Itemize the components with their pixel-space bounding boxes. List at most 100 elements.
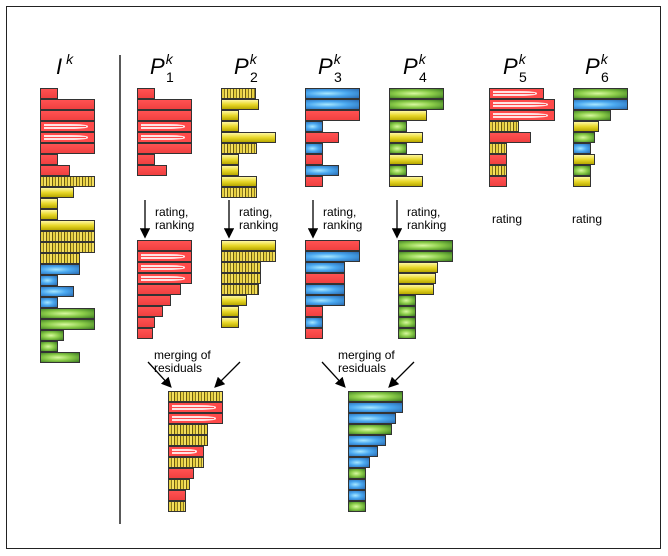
bar-segment <box>305 295 345 306</box>
bar-segment <box>348 457 370 468</box>
bar-segment <box>168 435 208 446</box>
bar-segment <box>221 110 239 121</box>
bar-segment <box>489 165 507 176</box>
bar-segment <box>40 220 95 231</box>
arrow-merge-left-2 <box>214 361 241 388</box>
bar-segment <box>137 295 171 306</box>
bar-segment <box>221 240 276 251</box>
bar-segment <box>389 132 423 143</box>
bar-segment <box>137 143 192 154</box>
bar-segment <box>305 306 323 317</box>
bar-segment <box>168 413 223 424</box>
bar-segment <box>305 132 339 143</box>
diagram-frame <box>6 6 661 549</box>
bar-segment <box>348 435 386 446</box>
bar-segment <box>221 121 239 132</box>
bar-segment <box>489 154 507 165</box>
bar-segment <box>168 402 223 413</box>
bar-segment <box>137 251 192 262</box>
bar-segment <box>40 121 95 132</box>
bar-segment <box>348 446 378 457</box>
bar-segment <box>348 413 396 424</box>
bar-segment <box>137 317 155 328</box>
label-P6: Pk 6 <box>585 51 609 85</box>
bar-segment <box>489 132 531 143</box>
bar-segment <box>221 88 256 99</box>
bar-segment <box>137 328 153 339</box>
bar-segment <box>40 110 95 121</box>
bar-segment <box>40 143 95 154</box>
bar-segment <box>389 110 427 121</box>
bar-segment <box>305 317 323 328</box>
bar-segment <box>398 295 416 306</box>
arrow-merge-right-2 <box>388 361 415 388</box>
bar-segment <box>221 165 239 176</box>
bar-segment <box>305 273 345 284</box>
bar-segment <box>40 99 95 110</box>
note-rating-ranking-4: rating, ranking <box>407 205 447 232</box>
bar-segment <box>348 490 366 501</box>
bar-segment <box>398 328 416 339</box>
bar-segment <box>305 328 323 339</box>
note-rating-6: rating <box>572 212 603 226</box>
bar-segment <box>489 121 519 132</box>
bar-segment <box>221 284 259 295</box>
bar-segment <box>221 295 247 306</box>
bar-segment <box>137 121 192 132</box>
bar-segment <box>221 251 276 262</box>
bar-segment <box>221 143 257 154</box>
bar-segment <box>40 132 95 143</box>
bar-segment <box>489 99 555 110</box>
bar-segment <box>40 253 80 264</box>
bar-segment <box>221 273 261 284</box>
bar-segment <box>573 165 591 176</box>
bar-segment <box>40 231 95 242</box>
bar-segment <box>398 284 434 295</box>
bar-segment <box>305 251 360 262</box>
bar-segment <box>40 330 64 341</box>
bar-segment <box>168 446 204 457</box>
bar-segment <box>40 154 58 165</box>
bar-segment <box>40 198 58 209</box>
bar-segment <box>305 121 323 132</box>
bar-segment <box>389 154 423 165</box>
bar-segment <box>389 176 423 187</box>
bar-segment <box>305 110 360 121</box>
bar-segment <box>221 99 259 110</box>
bar-segment <box>221 187 257 198</box>
bar-segment <box>221 154 239 165</box>
bar-segment <box>137 110 192 121</box>
bar-segment <box>40 319 95 330</box>
bar-segment <box>573 110 611 121</box>
arrow-merge-left-1 <box>147 361 172 388</box>
bar-segment <box>221 306 239 317</box>
bar-segment <box>573 99 628 110</box>
bar-segment <box>40 286 74 297</box>
bar-segment <box>137 262 192 273</box>
bar-segment <box>398 317 416 328</box>
bar-segment <box>305 99 360 110</box>
bar-segment <box>305 240 360 251</box>
bar-segment <box>489 176 507 187</box>
bar-segment <box>40 187 74 198</box>
bar-segment <box>221 262 261 273</box>
arrow-merge-right-1 <box>321 361 346 388</box>
bar-segment <box>168 457 204 468</box>
note-merging-2: merging of residuals <box>338 348 395 375</box>
bar-segment <box>168 424 208 435</box>
bar-segment <box>573 88 628 99</box>
bar-segment <box>573 132 595 143</box>
bar-segment <box>305 176 323 187</box>
bar-segment <box>137 165 167 176</box>
bar-segment <box>489 88 544 99</box>
bar-segment <box>137 99 192 110</box>
bar-segment <box>168 479 190 490</box>
bar-segment <box>305 143 323 154</box>
bar-segment <box>573 176 591 187</box>
bar-segment <box>348 402 403 413</box>
bar-segment <box>221 132 276 143</box>
bar-segment <box>389 121 407 132</box>
bar-segment <box>348 391 403 402</box>
